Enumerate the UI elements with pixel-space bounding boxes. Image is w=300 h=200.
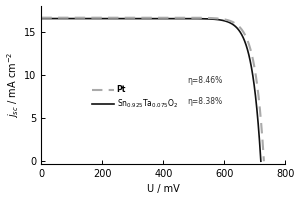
Legend: Pt, Sn$_{0.925}$Ta$_{0.075}$O$_2$: Pt, Sn$_{0.925}$Ta$_{0.075}$O$_2$ (89, 82, 181, 113)
X-axis label: U / mV: U / mV (147, 184, 180, 194)
Text: η=8.46%: η=8.46% (188, 76, 223, 85)
Text: η=8.38%: η=8.38% (188, 97, 223, 106)
Y-axis label: $j_{sc}$ / mA cm$^{-2}$: $j_{sc}$ / mA cm$^{-2}$ (6, 52, 21, 118)
